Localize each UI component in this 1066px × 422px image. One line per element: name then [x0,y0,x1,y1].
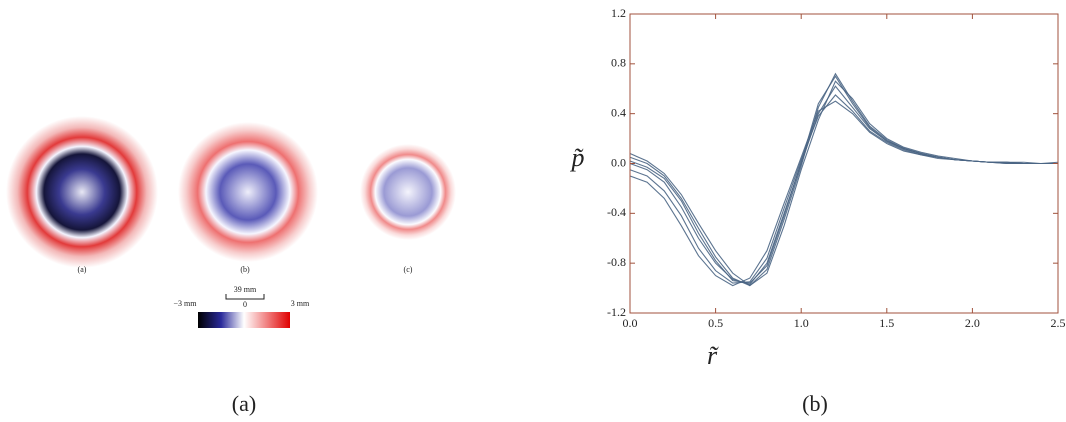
scale-label: 39 mm [234,285,257,294]
y-tick-label: 1.2 [611,6,626,20]
image-a [6,116,158,268]
data-line [629,72,1058,287]
x-tick-label: 0.0 [623,316,638,330]
data-line [629,75,1058,284]
scale-bar [225,294,265,300]
y-tick-label: -1.2 [607,305,626,319]
colorbar-label: 0 [243,300,247,309]
data-line [629,94,1058,284]
y-tick-label: 0.0 [611,155,626,169]
y-axis-label: p̃ [570,143,585,172]
x-tick-label: 2.0 [965,316,980,330]
y-tick-label: 0.8 [611,56,626,70]
panel-label: (a) [78,265,87,274]
data-line [629,85,1058,285]
caption: (b) [802,391,828,416]
x-axis-label: r̃ [707,341,719,370]
image-c [360,144,456,240]
caption: (a) [232,391,256,416]
x-tick-label: 1.0 [794,316,809,330]
plot: -1.2 -0.8 -0.4 0.0 0.4 0.8 1.2 0.0 0.5 1.0 1.5 2.0 2… [607,6,1066,330]
plot-frame [629,13,1059,314]
x-tick-label: 2.5 [1051,316,1066,330]
data-line [629,100,1059,287]
y-tick-label: -0.8 [607,255,626,269]
y-tick-label: 0.4 [611,105,626,119]
x-tick-label: 0.5 [708,316,723,330]
colorbar [198,312,290,328]
panel-label: (b) [240,265,250,274]
x-tick-label: 1.5 [879,316,894,330]
image-b [178,122,318,262]
y-tick-label: -0.4 [607,205,626,219]
panel-label: (c) [404,265,413,274]
data-line [629,80,1058,287]
colorbar-label: 3 mm [291,299,310,308]
colorbar-label: −3 mm [174,299,198,308]
